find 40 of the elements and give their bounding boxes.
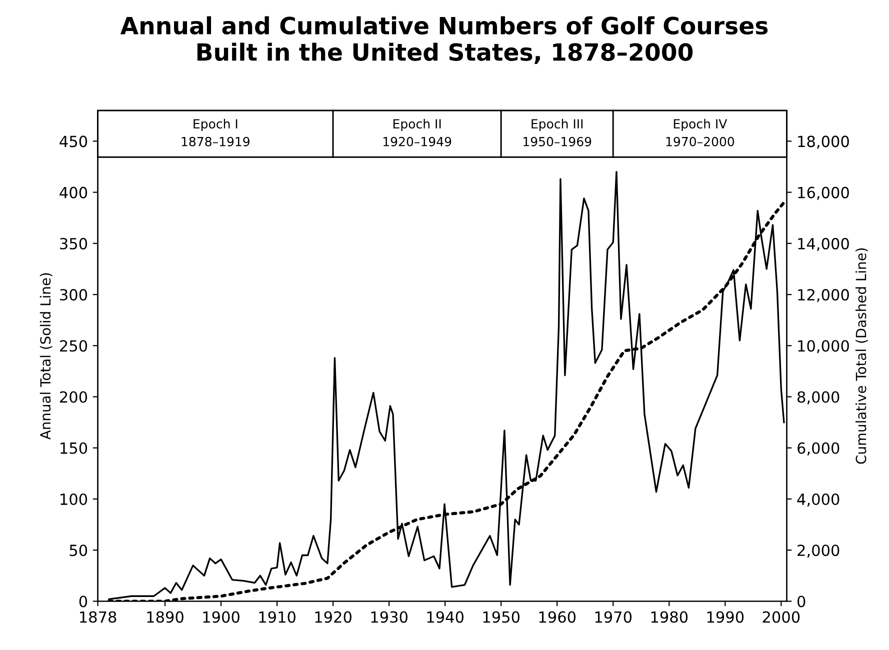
y-tick-label: 100: [60, 493, 88, 506]
y2-tick-label: 14,000: [798, 238, 849, 251]
x-tick-label: 1878: [80, 611, 116, 623]
y-tick-label: 0: [79, 596, 88, 608]
x-tick-label: 1970: [595, 611, 632, 623]
band-label: Epoch III 1950–1969: [524, 118, 592, 146]
x-tick-label: 1950: [483, 611, 520, 623]
y-tick-label: 400: [60, 186, 88, 198]
y-tick-label: 300: [60, 288, 88, 301]
x-tick-label: 2000: [762, 611, 800, 623]
y2-tick-label: 4,000: [797, 493, 840, 507]
band-label: Epoch I 1878–1919: [182, 118, 250, 146]
x-tick-label: 1890: [147, 611, 184, 623]
y2-tick-label: 6,000: [798, 442, 840, 456]
y2-tick-label: 18,000: [798, 136, 849, 149]
x-tick-label: 1920: [315, 611, 352, 623]
chart-title: Annual and Cumulative Numbers of Golf Courses Built in the United States, 1878–2000: [120, 16, 768, 64]
y2-tick-label: 2,000: [798, 544, 840, 558]
x-tick-label: 1990: [707, 611, 744, 623]
x-tick-label: 1910: [259, 611, 296, 623]
y-tick-label: 250: [60, 340, 88, 352]
x-tick-label: 1930: [371, 611, 408, 623]
y-tick-label: 150: [60, 442, 88, 454]
y2-tick-label: 12,000: [798, 288, 849, 302]
y2-tick-label: 10,000: [798, 340, 849, 354]
y-tick-label: 200: [60, 391, 88, 403]
y2-tick-label: 8,000: [798, 391, 840, 404]
x-tick-label: 1940: [427, 611, 464, 623]
y-axis-title: Annual Total (Solid Line): [40, 273, 52, 440]
band-label: Epoch II 1920–1949: [384, 118, 452, 146]
band-label: Epoch IV 1970–2000: [666, 118, 734, 146]
y2-tick-label: 0: [797, 596, 806, 608]
x-tick-label: 1960: [539, 611, 576, 623]
y2-axis-title: Cumulative Total (Dashed Line): [856, 248, 868, 464]
y-tick-label: 450: [60, 136, 88, 148]
x-tick-label: 1900: [203, 611, 240, 623]
y2-tick-label: 16,000: [798, 186, 849, 200]
x-tick-label: 1980: [651, 611, 688, 623]
y-tick-label: 50: [70, 544, 88, 556]
y-tick-label: 350: [60, 238, 88, 250]
